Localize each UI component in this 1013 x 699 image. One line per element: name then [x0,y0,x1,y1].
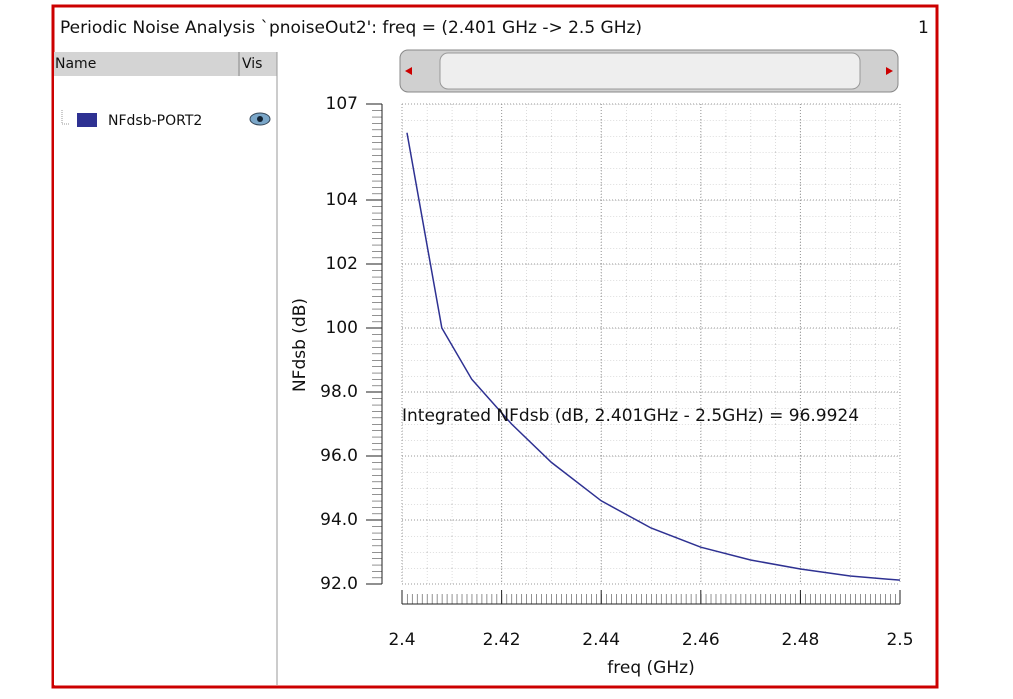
x-tick-label: 2.5 [886,630,913,650]
y-tick-label: 96.0 [320,446,358,466]
legend-label[interactable]: NFdsb-PORT2 [108,113,202,129]
scroll-right[interactable] [886,67,893,75]
y-tick-label: 98.0 [320,382,358,402]
x-tick-label: 2.48 [781,630,819,650]
scroll-left[interactable] [405,67,412,75]
x-minor-ticks [402,594,900,604]
visibility-pupil [257,116,263,122]
x-tick-label: 2.4 [388,630,415,650]
window-badge: 1 [918,18,929,38]
y-tick-label: 100 [326,318,358,338]
y-minor-ticks [372,104,382,584]
window-title: Periodic Noise Analysis `pnoiseOut2': fr… [60,18,642,38]
tree-line [61,110,70,125]
panel-header [54,52,277,76]
y-tick-label: 102 [326,254,358,274]
annotation: Integrated NFdsb (dB, 2.401GHz - 2.5GHz)… [402,406,859,426]
x-tick-label: 2.44 [582,630,620,650]
y-tick-label: 92.0 [320,574,358,594]
column-header: Vis [242,56,262,72]
y-axis-label: NFdsb (dB) [290,298,310,392]
y-tick-label: 104 [326,190,358,210]
x-tick-label: 2.42 [483,630,521,650]
x-tick-label: 2.46 [682,630,720,650]
series-line [406,132,901,581]
y-tick-label: 94.0 [320,510,358,530]
minor-grid [402,104,900,584]
legend-swatch [77,113,97,127]
panel [54,52,277,685]
scroll-thumb[interactable] [439,52,861,90]
y-tick-label: 107 [326,94,358,114]
x-axis-label: freq (GHz) [607,658,694,678]
column-header: Name [55,56,96,72]
